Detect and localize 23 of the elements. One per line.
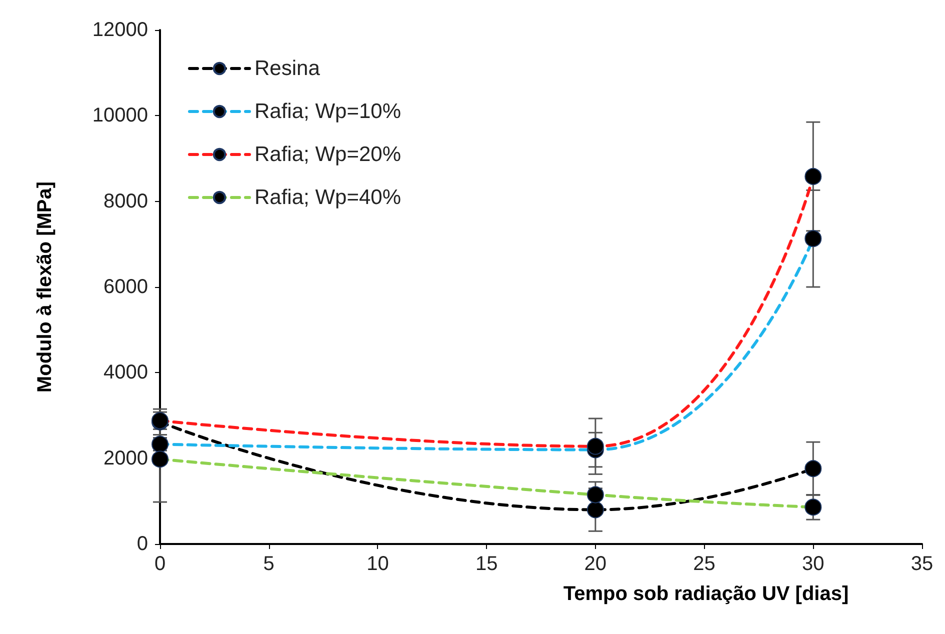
y-tick-label: 6000 [104, 276, 148, 298]
x-tick-label: 5 [263, 553, 274, 575]
x-axis-title: Tempo sob radiação UV [dias] [563, 583, 849, 605]
y-tick-label: 12000 [92, 19, 148, 41]
x-tick-label: 10 [366, 553, 389, 575]
y-tick-label: 4000 [104, 362, 148, 384]
legend-label: Rafia; Wp=10% [254, 100, 401, 123]
y-axis-title: Modulo à flexão [MPa] [34, 181, 56, 393]
x-tick-label: 35 [910, 553, 934, 575]
legend-label: Rafia; Wp=40% [254, 186, 401, 209]
y-tick-label: 10000 [92, 104, 148, 127]
x-tick-label: 0 [154, 553, 166, 575]
legend-label: Resina [254, 57, 320, 80]
y-tick-label: 8000 [104, 190, 148, 212]
point [804, 460, 822, 478]
y-tick-label: 0 [136, 533, 148, 555]
y-tick-label: 2000 [104, 447, 148, 470]
x-tick-label: 25 [693, 553, 716, 575]
point [586, 501, 604, 518]
legend-label: Rafia; Wp=20% [254, 143, 401, 166]
x-tick-label: 20 [584, 553, 607, 575]
x-tick-label: 15 [475, 553, 498, 575]
x-tick-label: 30 [802, 553, 824, 575]
